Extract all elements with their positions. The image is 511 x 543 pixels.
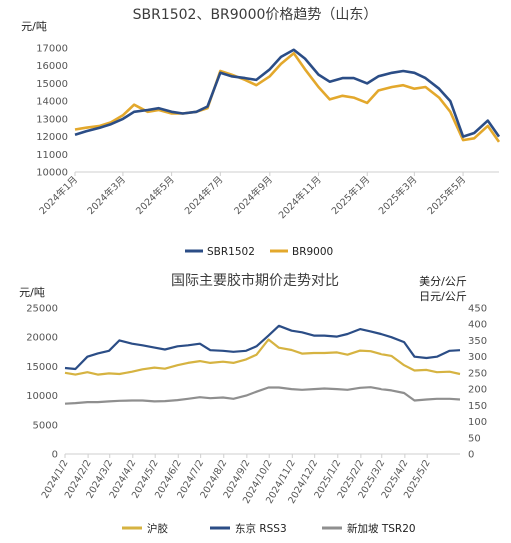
chart2-y-tick-label-right: 300 bbox=[468, 352, 487, 363]
chart1-y-tick-label: 17000 bbox=[36, 44, 68, 55]
chart2-x-ticks: 2024/1/22024/2/22024/3/22024/4/22024/5/2… bbox=[40, 454, 433, 506]
chart2-y-tick-label-left: 0 bbox=[52, 450, 58, 461]
chart1-legend-label-1: BR9000 bbox=[292, 246, 333, 258]
chart2-y-tick-label-left: 10000 bbox=[26, 391, 58, 402]
chart1-y-ticks: 10000 11000 12000 13000 14000 15000 16000 17000 bbox=[36, 44, 68, 179]
chart1-legend-label-0: SBR1502 bbox=[207, 246, 255, 258]
chart2-series-line-1 bbox=[64, 324, 461, 371]
chart1-title: SBR1502、BR9000价格趋势（山东） bbox=[133, 7, 378, 23]
chart1-y-tick-label: 15000 bbox=[36, 79, 68, 90]
chart2-title: 国际主要胶市期价走势对比 bbox=[171, 272, 339, 289]
chart2-legend-label-1: 东京 RSS3 bbox=[235, 522, 287, 535]
chart1-series-lines bbox=[74, 48, 501, 143]
chart2-legend: 沪胶 东京 RSS3 新加坡 TSR20 bbox=[122, 522, 416, 535]
chart1-y-tick-label: 11000 bbox=[36, 150, 68, 161]
chart1-y-tick-label: 16000 bbox=[36, 61, 68, 72]
chart2-y-ticks-left: 0 5000 10000 15000 20000 25000 bbox=[26, 304, 58, 461]
chart2-y-tick-label-right: 150 bbox=[468, 401, 487, 412]
chart2-y-unit-left: 元/吨 bbox=[19, 286, 45, 299]
chart2-y-tick-label-right: 50 bbox=[468, 433, 481, 444]
chart2-y-ticks-right: 0 50 100 150 200 250 300 350 400 450 bbox=[468, 304, 487, 461]
chart1-series-line-0 bbox=[74, 48, 501, 138]
chart1-y-tick-label: 12000 bbox=[36, 132, 68, 143]
chart2-y-tick-label-right: 450 bbox=[468, 304, 487, 315]
chart2-legend-label-0: 沪胶 bbox=[147, 522, 168, 535]
chart1-y-tick-label: 14000 bbox=[36, 97, 68, 108]
chart2-series-line-2 bbox=[64, 386, 461, 405]
chart1-legend: SBR1502 BR9000 bbox=[185, 246, 333, 258]
chart1-y-unit: 元/吨 bbox=[21, 20, 47, 33]
chart2-y-tick-label-right: 400 bbox=[468, 320, 487, 331]
chart2-y-tick-label-left: 5000 bbox=[33, 420, 58, 431]
sbr-br-price-chart: SBR1502、BR9000价格趋势（山东） 元/吨 10000 11000 120… bbox=[21, 7, 501, 258]
chart2-y-tick-label-right: 250 bbox=[468, 368, 487, 379]
chart2-y-tick-label-right: 100 bbox=[468, 417, 487, 428]
chart2-series-line-0 bbox=[64, 338, 461, 376]
chart2-y-tick-label-right: 0 bbox=[468, 450, 474, 461]
chart2-y-tick-label-left: 25000 bbox=[26, 304, 58, 315]
chart2-y-tick-label-right: 350 bbox=[468, 336, 487, 347]
chart2-legend-label-2: 新加坡 TSR20 bbox=[347, 522, 416, 535]
chart2-y-unit-right-usd: 美分/公斤 bbox=[419, 275, 467, 288]
chart2-series-lines bbox=[64, 324, 461, 405]
chart2-y-unit-right-jpy: 日元/公斤 bbox=[419, 290, 467, 303]
chart1-y-tick-label: 13000 bbox=[36, 114, 68, 125]
chart2-y-tick-label-left: 20000 bbox=[26, 333, 58, 344]
chart2-y-tick-label-left: 15000 bbox=[26, 362, 58, 373]
chart1-y-tick-label: 10000 bbox=[36, 168, 68, 179]
chart2-y-tick-label-right: 200 bbox=[468, 385, 487, 396]
